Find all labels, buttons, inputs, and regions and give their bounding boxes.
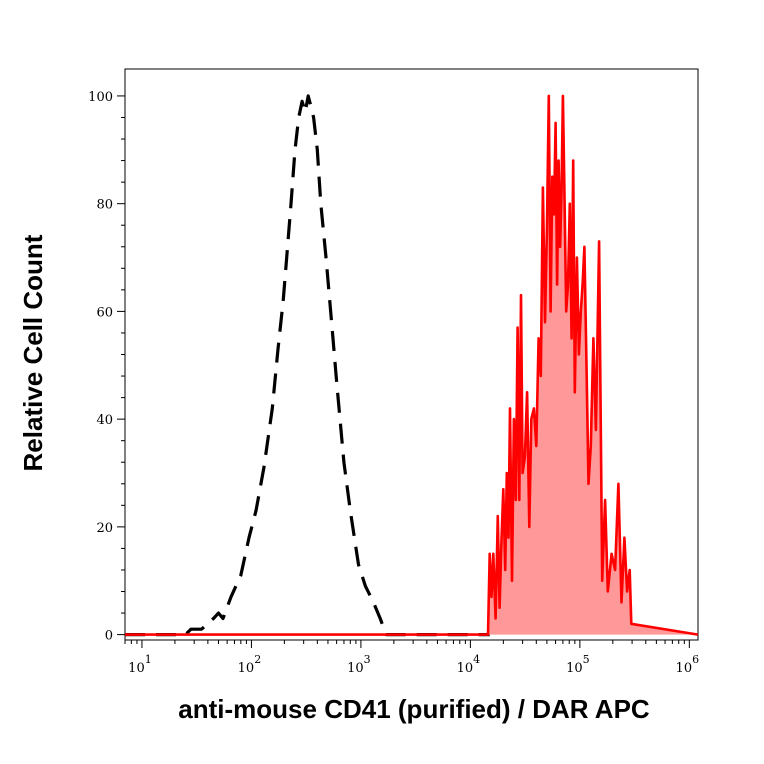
y-tick-label: 0 — [105, 629, 113, 644]
x-tick-label: 102 — [238, 653, 262, 676]
x-tick-label: 103 — [347, 653, 371, 676]
y-tick-label: 80 — [96, 198, 113, 213]
y-tick-label: 100 — [88, 90, 113, 105]
x-axis-title: anti-mouse CD41 (purified) / DAR APC — [178, 694, 650, 724]
series-1-line — [125, 94, 699, 636]
series-layer — [125, 94, 699, 637]
series-1-fill — [125, 95, 698, 635]
series-0-line — [125, 94, 490, 637]
y-axis-title: Relative Cell Count — [18, 234, 48, 471]
y-tick-label: 20 — [96, 521, 113, 536]
x-tick-label: 105 — [566, 653, 590, 676]
x-tick-label: 106 — [676, 653, 700, 676]
y-tick-label: 40 — [96, 413, 113, 428]
y-tick-label: 60 — [96, 305, 113, 320]
x-tick-label: 101 — [128, 653, 152, 676]
x-tick-label: 104 — [457, 653, 481, 676]
axes: 101 102 103 104 105 106 0 20 40 60 80 100 — [88, 90, 699, 676]
